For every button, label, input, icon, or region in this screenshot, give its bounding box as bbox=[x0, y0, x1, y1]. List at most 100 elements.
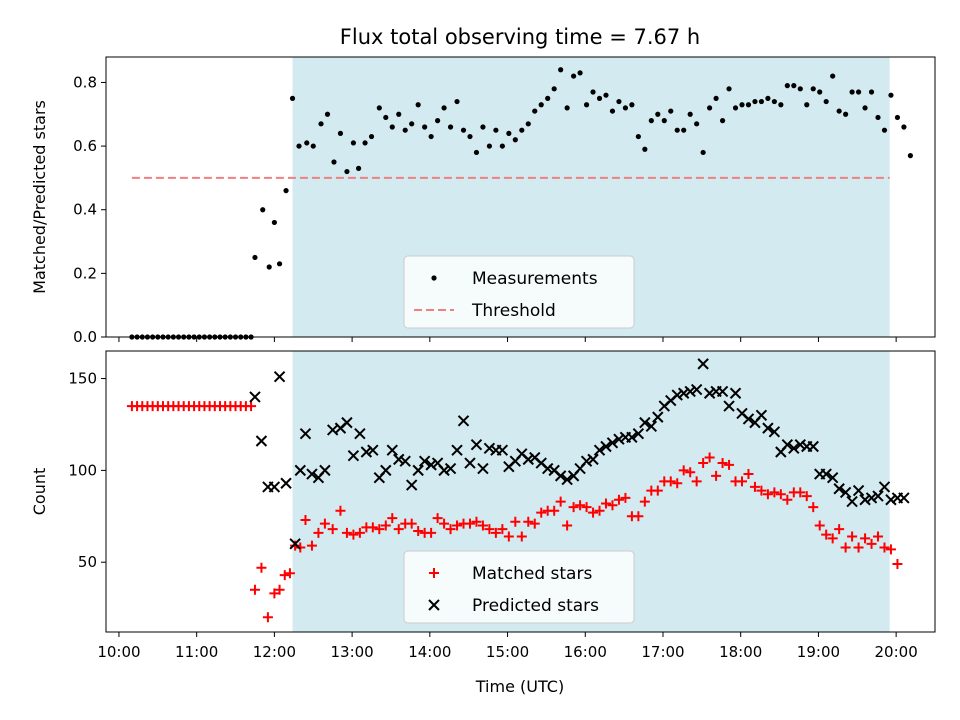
predicted-star-point bbox=[319, 464, 331, 477]
matched-star-point bbox=[827, 533, 838, 544]
predicted-star-point bbox=[483, 442, 496, 455]
matched-star-point bbox=[313, 527, 324, 538]
predicted-star-point bbox=[626, 431, 638, 444]
measurement-point bbox=[558, 67, 564, 73]
predicted-star-point bbox=[755, 409, 768, 421]
predicted-star-point bbox=[820, 468, 832, 480]
predicted-star-point bbox=[367, 444, 379, 456]
measurement-point bbox=[810, 86, 816, 92]
predicted-star-point bbox=[645, 420, 658, 433]
measurement-point bbox=[616, 98, 622, 105]
matched-star-point bbox=[717, 458, 728, 469]
measurement-point bbox=[318, 121, 324, 127]
matched-star-point bbox=[274, 584, 285, 595]
matched-star-point bbox=[691, 476, 702, 487]
predicted-star-point bbox=[807, 440, 819, 453]
matched-star-point bbox=[393, 524, 404, 535]
measurement-point bbox=[454, 98, 460, 105]
predicted-star-point bbox=[878, 481, 891, 493]
measurement-point bbox=[797, 86, 803, 92]
matched-star-point bbox=[380, 520, 391, 531]
matched-star-point bbox=[801, 491, 812, 502]
matched-star-point bbox=[497, 524, 508, 535]
predicted-star-point bbox=[859, 494, 871, 506]
y-tick-label: 100 bbox=[68, 461, 97, 479]
measurement-point bbox=[745, 102, 752, 108]
measurement-point bbox=[894, 114, 901, 121]
matched-star-point bbox=[866, 538, 877, 549]
predicted-star-point bbox=[451, 444, 463, 456]
legend-box bbox=[403, 550, 635, 624]
measurement-point bbox=[655, 111, 661, 117]
matched-star-point bbox=[879, 542, 890, 553]
matched-star-point bbox=[348, 529, 359, 540]
matched-star-point bbox=[327, 524, 338, 535]
matched-star-point bbox=[575, 500, 586, 511]
measurement-point bbox=[778, 102, 784, 108]
matched-star-point bbox=[284, 568, 295, 579]
predicted-star-point bbox=[833, 483, 845, 495]
legend-label: Predicted stars bbox=[472, 596, 599, 616]
y-tick-label: 0.8 bbox=[73, 73, 97, 91]
measurement-point bbox=[331, 159, 337, 165]
predicted-star-point bbox=[380, 464, 392, 477]
predicted-star-point bbox=[294, 464, 307, 477]
measurement-point bbox=[551, 86, 557, 92]
matched-star-point bbox=[471, 516, 482, 527]
measurement-point bbox=[817, 89, 823, 95]
axes-frame bbox=[105, 56, 936, 338]
matched-star-point bbox=[413, 525, 424, 536]
matched-star-point bbox=[782, 494, 793, 505]
legend-matched-swatch bbox=[429, 568, 439, 578]
measurement-point bbox=[473, 149, 480, 156]
measurement-point bbox=[512, 137, 518, 143]
matched-star-point bbox=[262, 612, 273, 623]
matched-star-point bbox=[452, 520, 463, 531]
measurement-point bbox=[881, 127, 888, 133]
measurement-point bbox=[538, 102, 544, 108]
predicted-star-point bbox=[399, 455, 411, 467]
predicted-star-point bbox=[684, 385, 696, 398]
measurement-point bbox=[368, 133, 375, 140]
measurement-point bbox=[252, 254, 258, 261]
y-tick-label: 0.6 bbox=[73, 137, 97, 155]
predicted-star-point bbox=[393, 453, 405, 466]
predicted-star-point bbox=[794, 438, 806, 451]
matched-star-point bbox=[549, 505, 560, 516]
predicted-star-point bbox=[268, 481, 281, 493]
measurement-point bbox=[389, 124, 395, 130]
measurement-point bbox=[603, 92, 609, 98]
measurement-point bbox=[875, 114, 881, 121]
matched-star-point bbox=[860, 533, 871, 544]
matched-star-point bbox=[432, 513, 443, 524]
measurement-point bbox=[635, 133, 641, 140]
matched-star-point bbox=[319, 518, 330, 529]
x-tick-label: 18:00 bbox=[719, 643, 762, 661]
measurement-point bbox=[648, 118, 654, 124]
predicted-star-point bbox=[781, 438, 794, 451]
measurement-point bbox=[642, 146, 648, 152]
measurement-point bbox=[402, 127, 408, 133]
measurement-point bbox=[719, 118, 726, 124]
matched-star-point bbox=[795, 487, 806, 498]
predicted-star-point bbox=[768, 426, 781, 438]
measurement-point bbox=[888, 92, 894, 98]
matched-star-point bbox=[607, 500, 618, 511]
x-tick-label: 15:00 bbox=[486, 643, 529, 661]
measurement-point bbox=[732, 105, 739, 111]
predicted-star-point bbox=[613, 433, 625, 445]
legend-label: Threshold bbox=[471, 301, 556, 321]
matched-star-point bbox=[555, 496, 566, 507]
measurement-point bbox=[577, 70, 583, 76]
measurement-point bbox=[276, 261, 283, 267]
matched-star-point bbox=[562, 520, 573, 531]
measurement-point bbox=[532, 108, 538, 114]
predicted-star-point bbox=[561, 473, 573, 486]
predicted-star-point bbox=[444, 462, 457, 475]
predicted-star-point bbox=[690, 383, 703, 396]
chart-title: Flux total observing time = 7.67 h bbox=[340, 25, 700, 49]
measurement-point bbox=[855, 89, 862, 95]
legend-label: Matched stars bbox=[472, 564, 592, 584]
measurement-point bbox=[383, 114, 389, 121]
measurement-point bbox=[590, 89, 596, 95]
